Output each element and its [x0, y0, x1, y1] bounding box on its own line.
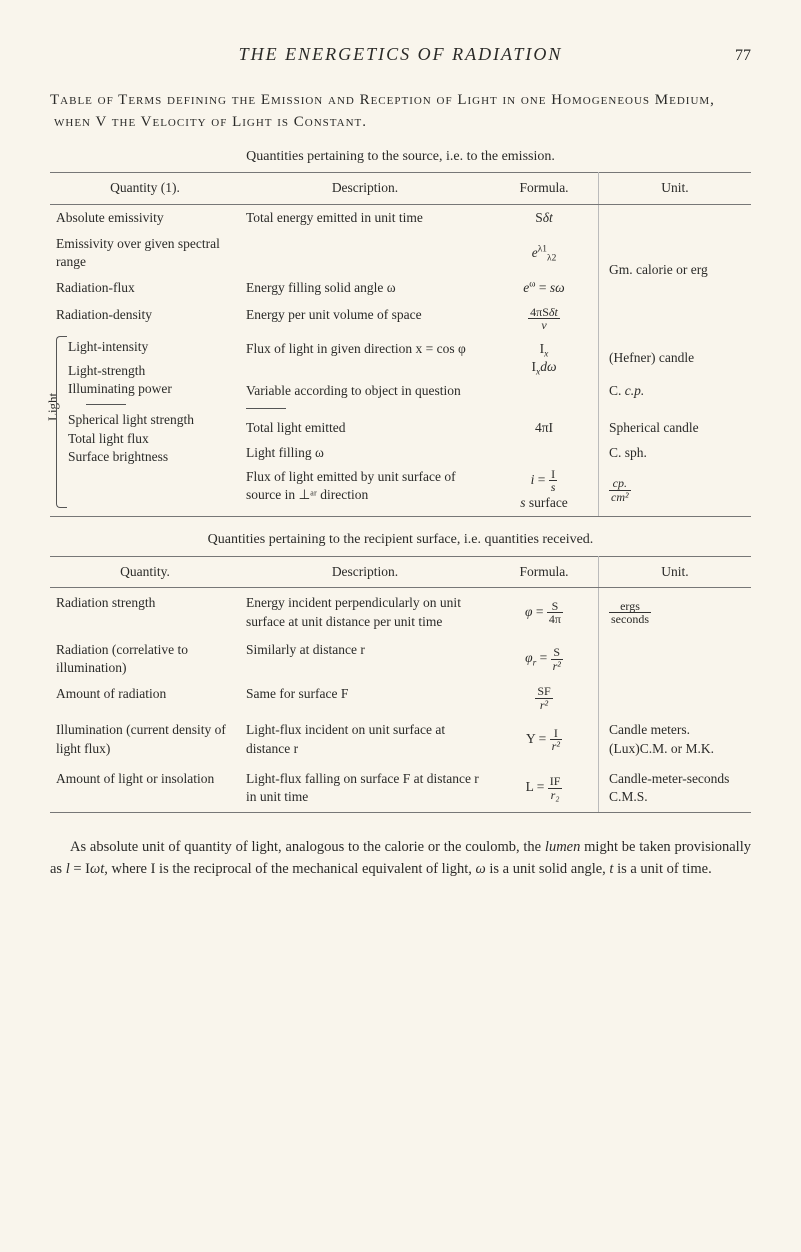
cell-formula: IxIxdω: [490, 336, 599, 380]
light-item: Surface brightness: [68, 448, 240, 466]
light-item: Light-strength: [68, 362, 240, 380]
cell-description: [240, 231, 490, 275]
cell-formula: [490, 380, 599, 402]
cell-description: Variable according to object in question: [240, 380, 490, 402]
cell-unit: cp.cm²: [599, 464, 752, 516]
cell-formula: Υ = Ir²: [490, 715, 599, 763]
running-title: THE ENERGETICS OF RADIATION: [90, 42, 711, 66]
light-items: Light-intensity Light-strength Illuminat…: [68, 336, 240, 466]
cell-formula: Sδt: [490, 204, 599, 231]
cell-quantity: Illumination (current density of light f…: [50, 715, 240, 763]
table-title: Table of Terms defining the Emission and…: [50, 89, 751, 134]
th-quantity: Quantity (1).: [50, 173, 240, 204]
cell-description: Energy per unit volume of space: [240, 302, 490, 336]
table-row: Radiation strength Energy incident perpe…: [50, 588, 751, 637]
cell-light-group: Light Light-intensity Light-strength Ill…: [50, 336, 240, 517]
light-item: Spherical light strength: [68, 411, 240, 429]
th-formula: Formula.: [490, 173, 599, 204]
brace-icon: [56, 336, 67, 508]
recipient-table: Quantity. Description. Formula. Unit. Ra…: [50, 556, 751, 813]
cell-unit: Candle meters. (Lux)C.M. or M.K.: [599, 715, 752, 763]
light-item: Illuminating power: [68, 380, 240, 398]
source-table: Quantity (1). Description. Formula. Unit…: [50, 172, 751, 517]
cell-quantity: Absolute emissivity: [50, 204, 240, 231]
cell-description: Same for surface F: [240, 681, 490, 715]
table-row: Light Light-intensity Light-strength Ill…: [50, 336, 751, 380]
cell-formula: SFr²: [490, 681, 599, 715]
cell-unit: Candle-meter-seconds C.M.S.: [599, 764, 752, 812]
subhead-2: Quantities pertaining to the recipient s…: [50, 531, 751, 550]
cell-unit: (Hefner) candle: [599, 336, 752, 380]
cell-quantity: Radiation (correlative to illumination): [50, 637, 240, 681]
table-row: Amount of light or insolation Light-flux…: [50, 764, 751, 812]
page-number: 77: [711, 45, 751, 67]
cell-formula: eλ1λ2: [490, 231, 599, 275]
cell-description: Flux of light in given direction x = cos…: [240, 336, 490, 380]
th-description: Description.: [240, 557, 490, 588]
table-header-row: Quantity. Description. Formula. Unit.: [50, 557, 751, 588]
table-divider: [50, 812, 751, 813]
cell-quantity: Radiation strength: [50, 588, 240, 637]
cell-description: Total energy emitted in unit time: [240, 204, 490, 231]
cell-formula: [490, 402, 599, 415]
closing-paragraph: As absolute unit of quantity of light, a…: [50, 837, 751, 881]
cell-unit: C. sph.: [599, 442, 752, 464]
cell-formula: i = Iss surface: [490, 464, 599, 516]
th-quantity: Quantity.: [50, 557, 240, 588]
cell-unit: [599, 637, 752, 681]
cell-description: Light-flux incident on unit surface at d…: [240, 715, 490, 763]
table-divider: [50, 516, 751, 517]
cell-unit: ergsseconds: [599, 588, 752, 637]
divider: [86, 404, 126, 405]
light-item: Total light flux: [68, 430, 240, 448]
th-formula: Formula.: [490, 557, 599, 588]
cell-formula: [490, 442, 599, 464]
table-row: Illumination (current density of light f…: [50, 715, 751, 763]
table-header-row: Quantity (1). Description. Formula. Unit…: [50, 173, 751, 204]
cell-description: Light filling ω: [240, 442, 490, 464]
cell-unit: [599, 402, 752, 415]
subhead-1: Quantities pertaining to the source, i.e…: [50, 148, 751, 167]
cell-formula: eω = sω: [490, 275, 599, 301]
cell-formula: 4πSδtv: [490, 302, 599, 336]
th-unit: Unit.: [599, 557, 752, 588]
table-row: Amount of radiation Same for surface F S…: [50, 681, 751, 715]
cell-unit: [599, 681, 752, 715]
cell-description: Energy filling solid angle ω: [240, 275, 490, 301]
th-unit: Unit.: [599, 173, 752, 204]
table-row: Radiation (correlative to illumination) …: [50, 637, 751, 681]
cell-quantity: Emissivity over given spectral range: [50, 231, 240, 275]
cell-description: Total light emitted: [240, 415, 490, 441]
cell-description: Similarly at distance r: [240, 637, 490, 681]
running-head: THE ENERGETICS OF RADIATION 77: [50, 42, 751, 67]
cell-description: Flux of light emitted by unit surface of…: [240, 464, 490, 516]
light-item: Light-intensity: [68, 338, 240, 356]
cell-description: Energy incident perpendicularly on unit …: [240, 588, 490, 637]
cell-quantity: Radiation-density: [50, 302, 240, 336]
cell-unit: Gm. calorie or erg: [599, 204, 752, 336]
cell-unit: Spherical candle: [599, 415, 752, 441]
cell-formula: φ = S4π: [490, 588, 599, 637]
cell-formula: φr = Sr²: [490, 637, 599, 681]
th-description: Description.: [240, 173, 490, 204]
title-text: Table of Terms defining the Emission and…: [50, 92, 715, 131]
cell-description: Light-flux falling on surface F at dista…: [240, 764, 490, 812]
cell-quantity: Radiation-flux: [50, 275, 240, 301]
cell-quantity: Amount of radiation: [50, 681, 240, 715]
cell-formula: L = IFr₂: [490, 764, 599, 812]
cell-unit: C. c.p.: [599, 380, 752, 402]
cell-quantity: Amount of light or insolation: [50, 764, 240, 812]
cell-description: [240, 402, 490, 415]
table-row: Absolute emissivity Total energy emitted…: [50, 204, 751, 231]
cell-formula: 4πI: [490, 415, 599, 441]
